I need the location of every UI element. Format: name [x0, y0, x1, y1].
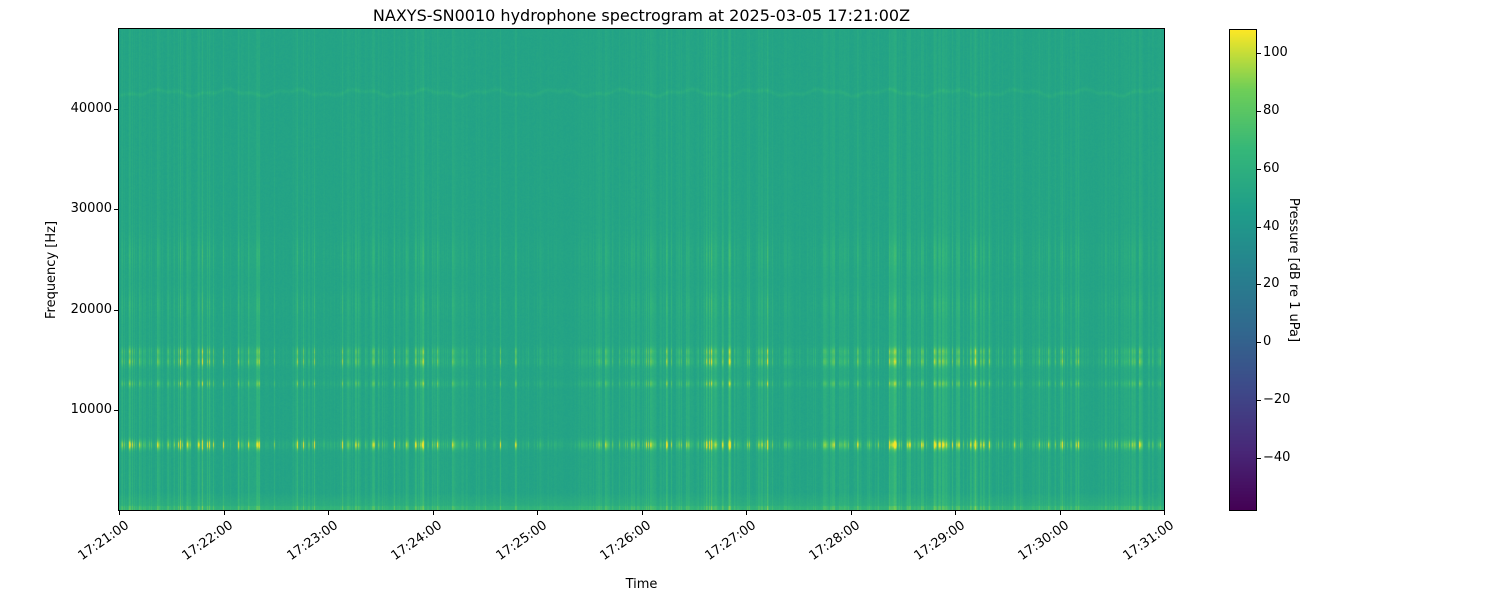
x-tick-mark	[119, 511, 120, 515]
x-tick-mark	[224, 511, 225, 515]
colorbar-tick-mark	[1257, 53, 1261, 54]
colorbar-tick-mark	[1257, 284, 1261, 285]
colorbar-tick-label: 0	[1263, 334, 1272, 349]
x-tick-mark	[642, 511, 643, 515]
colorbar-tick-mark	[1257, 227, 1261, 228]
x-tick-label: 17:31:00	[1120, 518, 1177, 564]
colorbar-label: Pressure [dB re 1 uPa]	[1286, 197, 1301, 343]
x-tick-mark	[433, 511, 434, 515]
colorbar-tick-label: 20	[1263, 276, 1280, 291]
x-tick-label: 17:30:00	[1015, 518, 1073, 564]
colorbar-tick-label: 60	[1263, 161, 1280, 176]
y-tick-mark	[114, 209, 118, 210]
plot-area	[118, 28, 1165, 511]
y-tick-label: 10000	[70, 402, 112, 417]
colorbar-tick-label: 80	[1263, 103, 1280, 118]
x-tick-label: 17:25:00	[493, 518, 550, 564]
y-tick-mark	[114, 410, 118, 411]
plot-title: NAXYS-SN0010 hydrophone spectrogram at 2…	[372, 6, 911, 25]
y-axis-label: Frequency [Hz]	[44, 220, 59, 320]
x-tick-mark	[328, 511, 329, 515]
colorbar-tick-label: 100	[1263, 45, 1288, 60]
y-tick-label: 20000	[70, 302, 112, 317]
y-tick-mark	[114, 310, 118, 311]
x-tick-mark	[1164, 511, 1165, 515]
x-tick-label: 17:26:00	[597, 518, 655, 564]
y-tick-label: 30000	[70, 201, 112, 216]
x-tick-label: 17:24:00	[388, 518, 446, 564]
x-tick-mark	[851, 511, 852, 515]
x-tick-label: 17:29:00	[911, 518, 968, 564]
x-tick-label: 17:21:00	[75, 518, 132, 564]
colorbar-tick-mark	[1257, 458, 1261, 459]
x-tick-mark	[1060, 511, 1061, 515]
x-tick-label: 17:22:00	[179, 518, 237, 564]
colorbar-tick-label: −20	[1263, 392, 1291, 407]
y-tick-label: 40000	[70, 101, 112, 116]
y-tick-mark	[114, 109, 118, 110]
colorbar-tick-mark	[1257, 111, 1261, 112]
x-tick-label: 17:23:00	[284, 518, 341, 564]
colorbar-tick-mark	[1257, 169, 1261, 170]
colorbar-tick-mark	[1257, 342, 1261, 343]
x-tick-label: 17:28:00	[806, 518, 864, 564]
colorbar-tick-label: 40	[1263, 219, 1280, 234]
colorbar-tick-label: −40	[1263, 450, 1291, 465]
colorbar-tick-mark	[1257, 400, 1261, 401]
x-axis-label: Time	[625, 577, 658, 592]
x-tick-label: 17:27:00	[702, 518, 759, 564]
spectrogram-canvas	[119, 29, 1164, 510]
colorbar	[1229, 29, 1257, 511]
colorbar-canvas	[1230, 30, 1256, 510]
x-tick-mark	[537, 511, 538, 515]
x-tick-mark	[746, 511, 747, 515]
x-tick-mark	[955, 511, 956, 515]
